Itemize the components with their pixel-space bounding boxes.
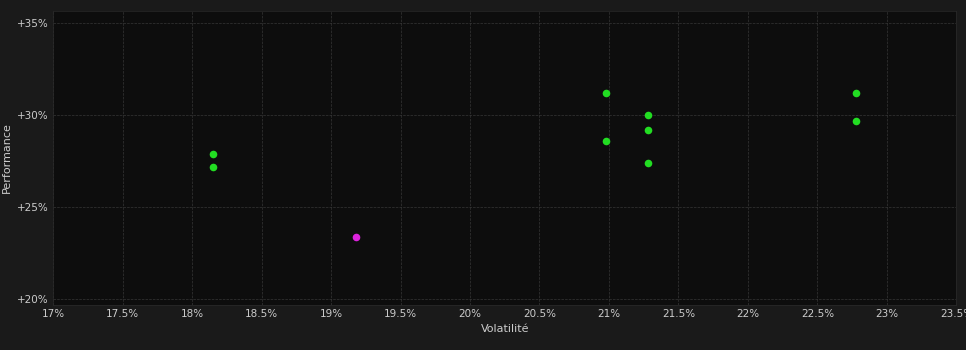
Point	[599, 90, 614, 96]
Point	[640, 160, 656, 166]
Point	[848, 90, 864, 96]
Point	[205, 151, 220, 156]
Y-axis label: Performance: Performance	[2, 122, 12, 193]
Point	[349, 234, 364, 239]
Point	[640, 112, 656, 118]
Point	[205, 164, 220, 169]
Point	[599, 138, 614, 144]
Point	[848, 118, 864, 124]
X-axis label: Volatilité: Volatilité	[480, 324, 529, 334]
Point	[640, 127, 656, 133]
